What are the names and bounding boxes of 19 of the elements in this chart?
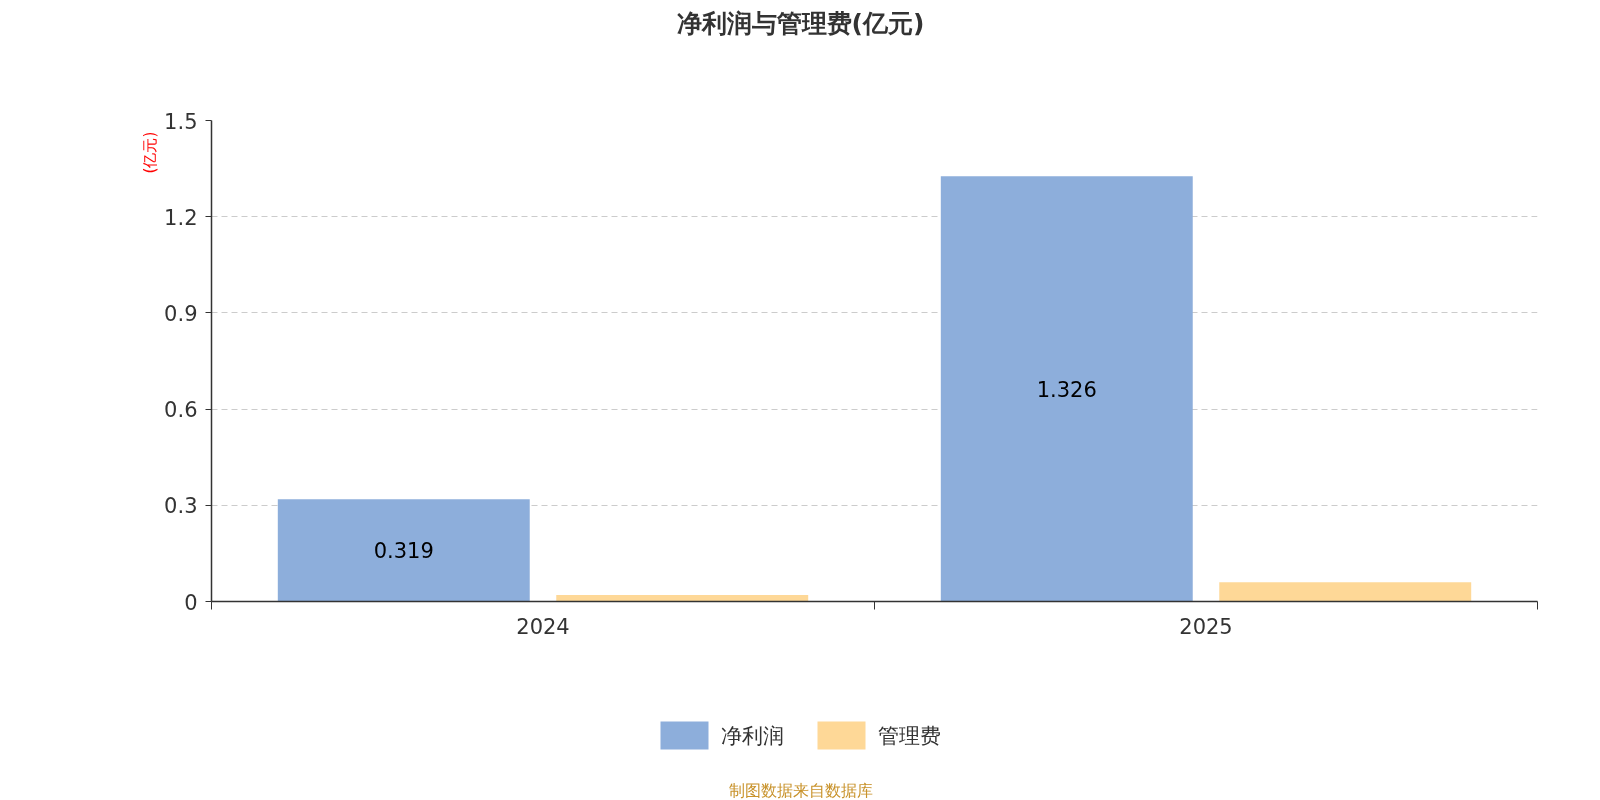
legend-label: 净利润	[720, 723, 784, 748]
bar	[277, 499, 530, 602]
data-label: 0.319	[373, 539, 434, 564]
y-axis-title: (亿元)	[140, 131, 159, 174]
y-tick-label: 0.6	[164, 398, 198, 423]
bar	[940, 176, 1193, 602]
y-tick-label: 0	[184, 590, 198, 615]
bar	[1219, 582, 1472, 602]
y-tick-label: 0.9	[164, 301, 198, 326]
text: 制图数据来自数据库	[728, 781, 873, 800]
bar	[556, 595, 809, 602]
y-tick-label: 1.2	[164, 205, 198, 230]
y-tick-label: 0.3	[164, 494, 198, 519]
x-tick-label: 2024	[516, 614, 570, 639]
data-label: 1.326	[1036, 377, 1097, 402]
chart-title: 净利润与管理费(亿元)	[676, 9, 925, 38]
x-tick-label: 2025	[1179, 614, 1233, 639]
legend-label: 管理费	[877, 723, 941, 748]
y-tick-label: 1.5	[164, 109, 198, 134]
